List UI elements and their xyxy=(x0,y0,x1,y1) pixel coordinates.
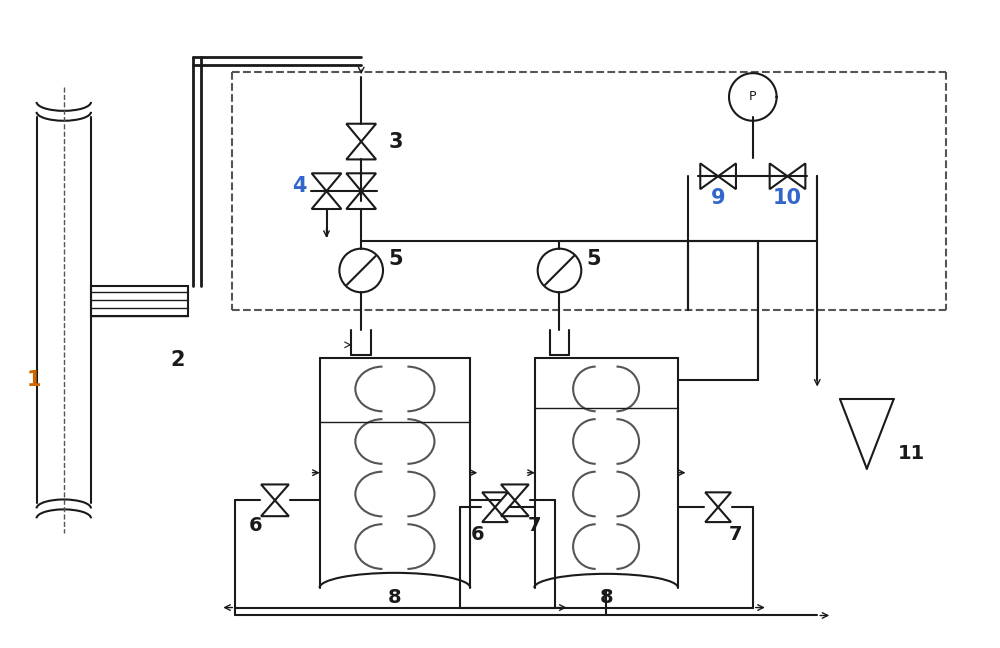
Text: 8: 8 xyxy=(599,588,613,607)
Text: P: P xyxy=(749,91,757,104)
Text: 1: 1 xyxy=(27,369,41,389)
Text: 10: 10 xyxy=(773,188,802,208)
Text: 9: 9 xyxy=(711,188,725,208)
Text: 4: 4 xyxy=(292,176,307,196)
Text: 8: 8 xyxy=(388,588,402,607)
Text: 5: 5 xyxy=(389,249,403,268)
Text: 3: 3 xyxy=(389,132,403,152)
Text: 2: 2 xyxy=(171,350,185,370)
Text: 11: 11 xyxy=(898,445,925,463)
Bar xyxy=(91,286,188,316)
Text: 7: 7 xyxy=(528,516,541,535)
Text: 6: 6 xyxy=(470,526,484,544)
Text: 6: 6 xyxy=(248,516,262,535)
Text: 5: 5 xyxy=(587,249,601,268)
Text: 7: 7 xyxy=(729,526,743,544)
